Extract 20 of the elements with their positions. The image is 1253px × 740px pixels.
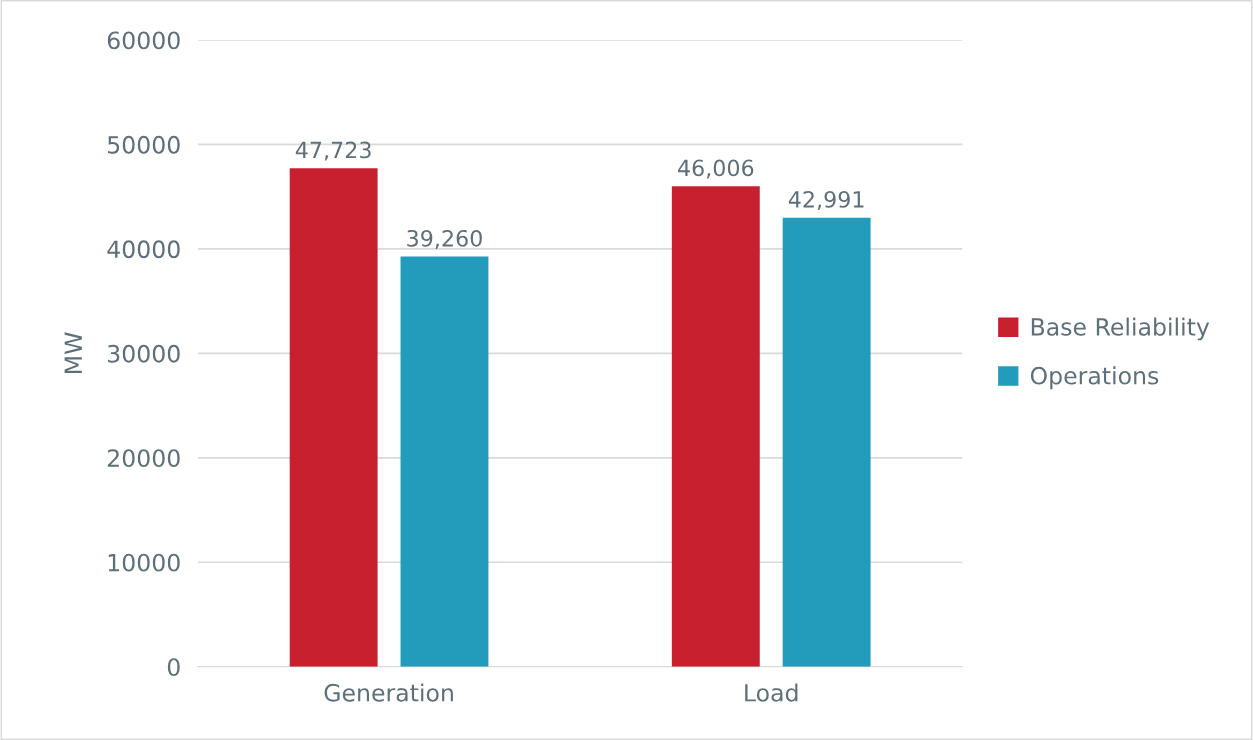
y-tick-label: 30000	[107, 344, 180, 363]
data-label: 39,260	[407, 229, 482, 250]
y-tick-label: 50000	[108, 135, 180, 154]
data-label: 47,723	[295, 141, 371, 161]
legend-label: Operations	[1030, 366, 1159, 390]
data-label: 42,991	[788, 190, 864, 211]
y-tick-label: 20000	[107, 449, 180, 468]
bar	[289, 168, 378, 667]
legend-label: Base Reliability	[1031, 317, 1210, 341]
y-tick-label: 60000	[107, 31, 180, 50]
bar	[671, 186, 760, 667]
bar	[782, 217, 871, 667]
x-tick-label: Load	[745, 683, 798, 702]
bar	[400, 256, 489, 667]
y-tick-label: 10000	[108, 553, 180, 572]
y-tick-label: 0	[167, 658, 180, 677]
x-tick-label: Generation	[324, 683, 453, 702]
y-tick-label: 40000	[107, 240, 180, 259]
y-axis-title: MW	[64, 332, 82, 373]
data-label: 46,006	[678, 159, 754, 179]
